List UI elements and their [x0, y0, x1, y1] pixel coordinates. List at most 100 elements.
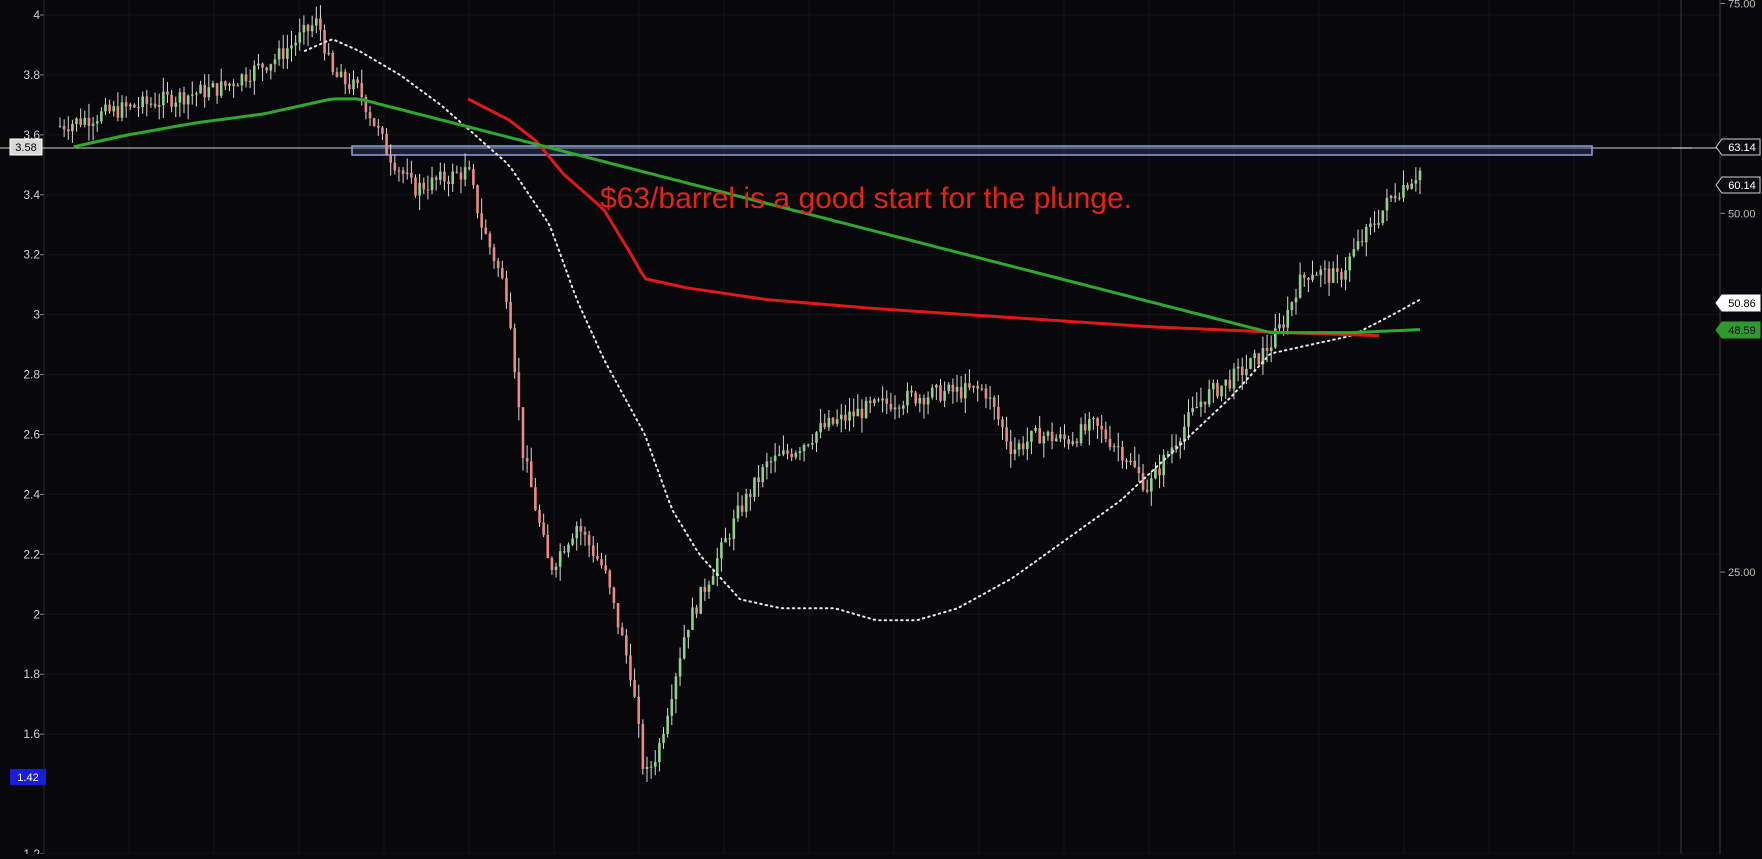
candle-body — [827, 417, 831, 428]
left-tick-label: 3.2 — [23, 248, 40, 262]
candle-body — [439, 171, 442, 180]
candle-body — [947, 384, 951, 392]
candle-body — [1063, 434, 1066, 440]
candle-body — [1240, 366, 1244, 376]
candle-body — [157, 105, 161, 107]
candle-body — [782, 450, 785, 455]
candle-body — [963, 383, 967, 399]
candle-body — [1294, 297, 1298, 303]
candle-body — [534, 487, 537, 511]
candle-body — [1096, 418, 1099, 426]
candle-body — [1315, 274, 1318, 276]
candle-body — [658, 743, 661, 762]
resistance-zone[interactable] — [351, 145, 1593, 156]
candle-body — [1331, 268, 1335, 283]
candle-body — [418, 182, 421, 196]
candle-body — [703, 586, 707, 592]
candle-body — [236, 85, 240, 87]
candle-body — [856, 408, 860, 417]
candle-body — [1104, 429, 1108, 439]
candle-body — [885, 398, 889, 404]
candle-body — [190, 94, 194, 96]
right-badge-60-text: 60.14 — [1728, 180, 1756, 192]
candle-body — [521, 407, 525, 459]
candle-body — [240, 74, 244, 86]
candle-body — [451, 171, 455, 184]
candle-body — [542, 522, 545, 536]
candle-body — [583, 531, 587, 535]
candle-body — [864, 400, 868, 418]
candle-body — [1067, 439, 1070, 445]
left-tick-label: 3.6 — [23, 128, 40, 142]
candle-body — [79, 118, 82, 125]
candle-body — [587, 534, 591, 546]
right-tick-label: 50.00 — [1728, 208, 1756, 220]
candle-body — [207, 87, 211, 98]
candle-body — [1162, 454, 1166, 476]
candle-body — [1377, 223, 1380, 225]
candle-body — [310, 25, 314, 32]
ma-long-red-line — [467, 97, 1380, 338]
candle-body — [484, 227, 488, 234]
candle-body — [166, 91, 169, 95]
candle-body — [926, 397, 930, 405]
candle-body — [1137, 466, 1141, 474]
candle-body — [1005, 427, 1008, 442]
candle-body — [579, 526, 583, 532]
candle-body — [488, 233, 492, 248]
candle-body — [839, 414, 843, 420]
candle-body — [529, 461, 533, 488]
left-axis: 4 3.8 3.6 3.4 3.2 3 2.8 2.6 2.4 2.2 2 1.8 1.6 1.2 — [23, 8, 44, 859]
candle-body — [224, 81, 227, 86]
candle-body — [1274, 328, 1277, 348]
candle-body — [335, 72, 339, 78]
candle-body — [1381, 210, 1385, 224]
candle-body — [819, 423, 822, 433]
candle-body — [364, 97, 368, 113]
candle-body — [625, 635, 628, 656]
candle-body — [298, 32, 302, 43]
candle-body — [558, 551, 562, 567]
candle-body — [1269, 347, 1273, 351]
candle-body — [368, 112, 372, 119]
candle-body — [145, 96, 149, 104]
candle-body — [1307, 277, 1310, 280]
candle-body — [959, 386, 963, 399]
candle-body — [1348, 256, 1352, 271]
candle-body — [162, 91, 165, 106]
candle-body — [1364, 226, 1368, 243]
candle-body — [1046, 431, 1050, 437]
candle-body — [1034, 427, 1037, 432]
candle-body — [1373, 223, 1376, 225]
candle-body — [1203, 401, 1207, 405]
candle-body — [930, 387, 934, 398]
candle-body — [343, 71, 347, 85]
candle-body — [1369, 223, 1372, 227]
candle-body — [1414, 180, 1418, 184]
candle-body — [802, 444, 806, 452]
candle-body — [736, 505, 740, 519]
candle-body — [401, 170, 405, 174]
candle-body — [1265, 347, 1269, 351]
candle-body — [1336, 268, 1339, 272]
candle-body — [112, 106, 116, 112]
candle-body — [786, 450, 789, 454]
right-tick-label: 75.00 — [1728, 0, 1756, 10]
candle-body — [1133, 460, 1137, 467]
candle-body — [463, 167, 467, 180]
left-badge-bottom: 1.42 — [10, 769, 46, 785]
candle-body — [645, 766, 649, 769]
left-tick-label: 3 — [33, 308, 40, 322]
candle-body — [219, 81, 223, 96]
candle-body — [1389, 195, 1393, 198]
candle-body — [955, 386, 959, 392]
candle-body — [1121, 446, 1124, 461]
left-tick-label: 1.8 — [23, 667, 40, 681]
candle-body — [261, 63, 264, 68]
right-badge-48-text: 48.59 — [1728, 325, 1756, 337]
candle-body — [170, 94, 173, 107]
candle-body — [327, 52, 330, 54]
candle-body — [546, 535, 550, 559]
candle-body — [1075, 441, 1079, 444]
